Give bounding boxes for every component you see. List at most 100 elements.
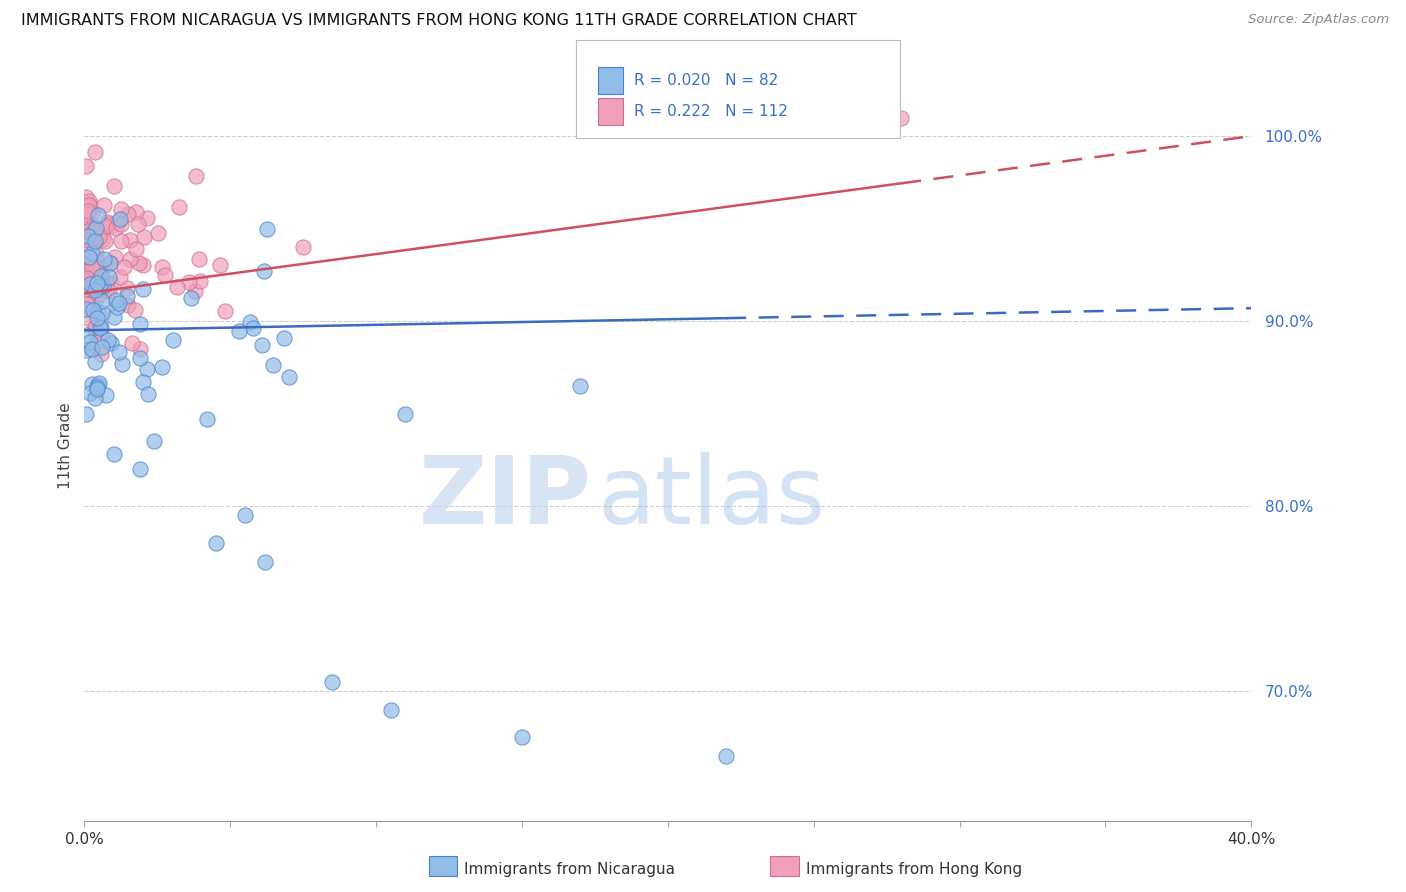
- Point: [233, 508, 256, 523]
- Point: [250, 337, 273, 351]
- Point: [204, 536, 226, 550]
- Point: [86, 382, 108, 396]
- Point: [209, 258, 232, 272]
- Point: [97, 217, 120, 231]
- Point: [84, 221, 107, 235]
- Point: [127, 217, 149, 231]
- Point: [82, 270, 104, 285]
- Point: [93, 260, 115, 274]
- Point: [87, 378, 110, 392]
- Text: R = 0.222   N = 112: R = 0.222 N = 112: [634, 104, 787, 119]
- Point: [82, 254, 104, 268]
- Point: [252, 264, 274, 278]
- Point: [87, 280, 110, 294]
- Point: [79, 219, 101, 233]
- Point: [100, 219, 122, 234]
- Point: [254, 555, 277, 569]
- Text: Immigrants from Hong Kong: Immigrants from Hong Kong: [806, 863, 1022, 877]
- Point: [79, 334, 101, 349]
- Point: [134, 229, 156, 244]
- Point: [166, 280, 188, 294]
- Point: [79, 233, 101, 247]
- Point: [76, 207, 98, 221]
- Point: [128, 351, 150, 366]
- Point: [75, 264, 97, 278]
- Point: [87, 208, 110, 222]
- Point: [125, 204, 148, 219]
- Point: [108, 296, 131, 310]
- Text: atlas: atlas: [598, 452, 827, 544]
- Point: [110, 217, 132, 231]
- Point: [87, 287, 110, 301]
- Point: [86, 270, 108, 285]
- Point: [143, 434, 166, 449]
- Point: [79, 386, 101, 401]
- Point: [76, 265, 98, 279]
- Point: [90, 269, 112, 284]
- Point: [136, 211, 159, 225]
- Point: [94, 234, 117, 248]
- Point: [84, 252, 107, 267]
- Text: Immigrants from Nicaragua: Immigrants from Nicaragua: [464, 863, 675, 877]
- Point: [76, 199, 98, 213]
- Point: [569, 379, 592, 393]
- Point: [716, 748, 738, 763]
- Point: [124, 303, 146, 318]
- Point: [98, 269, 121, 284]
- Point: [242, 320, 264, 334]
- Point: [80, 341, 103, 355]
- Point: [75, 276, 97, 290]
- Point: [82, 376, 104, 391]
- Point: [214, 304, 236, 318]
- Point: [118, 252, 141, 267]
- Point: [96, 215, 118, 229]
- Point: [510, 731, 533, 745]
- Point: [228, 324, 250, 338]
- Point: [97, 334, 120, 348]
- Point: [321, 674, 343, 689]
- Point: [162, 334, 184, 348]
- Point: [150, 260, 173, 275]
- Point: [93, 252, 115, 267]
- Text: Source: ZipAtlas.com: Source: ZipAtlas.com: [1249, 13, 1389, 27]
- Point: [76, 203, 98, 218]
- Point: [94, 387, 117, 401]
- Point: [82, 236, 104, 251]
- Point: [103, 178, 125, 193]
- Point: [83, 223, 105, 237]
- Point: [96, 276, 118, 290]
- Point: [75, 297, 97, 311]
- Text: R = 0.020   N = 82: R = 0.020 N = 82: [634, 73, 779, 87]
- Point: [84, 324, 107, 338]
- Point: [100, 336, 122, 351]
- Point: [77, 224, 100, 238]
- Point: [86, 310, 108, 325]
- Point: [146, 226, 169, 240]
- Point: [111, 357, 134, 371]
- Point: [890, 111, 912, 125]
- Point: [84, 283, 107, 297]
- Point: [84, 235, 107, 249]
- Point: [98, 256, 121, 270]
- Point: [115, 289, 138, 303]
- Point: [104, 293, 127, 307]
- Point: [79, 202, 101, 217]
- Point: [121, 336, 143, 351]
- Point: [80, 295, 103, 310]
- Point: [84, 145, 107, 160]
- Point: [91, 231, 114, 245]
- Y-axis label: 11th Grade: 11th Grade: [58, 402, 73, 490]
- Point: [82, 302, 104, 317]
- Point: [115, 281, 138, 295]
- Point: [75, 190, 97, 204]
- Point: [169, 200, 191, 214]
- Point: [76, 229, 98, 244]
- Point: [77, 194, 100, 209]
- Point: [256, 221, 278, 235]
- Point: [110, 202, 132, 216]
- Point: [86, 276, 108, 290]
- Point: [87, 276, 110, 290]
- Point: [75, 159, 97, 173]
- Point: [128, 256, 150, 270]
- Point: [107, 214, 129, 228]
